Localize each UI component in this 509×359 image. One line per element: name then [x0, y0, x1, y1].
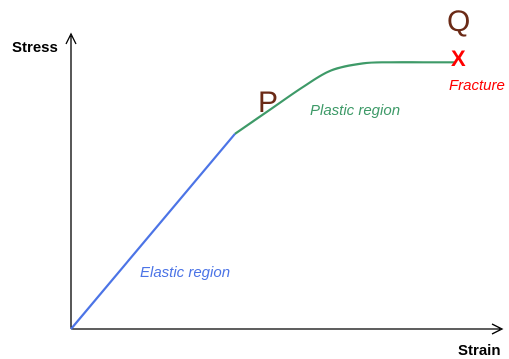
y-axis-title: Stress [12, 39, 58, 56]
x-axis-title: Strain [458, 342, 501, 359]
point-p-label: P [258, 86, 278, 119]
plastic-region-label: Plastic region [310, 102, 400, 119]
y-axis-arrowhead [65, 32, 77, 45]
fracture-marker: X [451, 46, 466, 71]
point-q-label: Q [447, 5, 470, 38]
plastic-region-curve [234, 61, 455, 135]
fracture-label: Fracture [449, 77, 505, 94]
elastic-region-label: Elastic region [140, 264, 230, 281]
x-axis-arrowhead [491, 323, 504, 335]
elastic-region-line [70, 133, 236, 330]
